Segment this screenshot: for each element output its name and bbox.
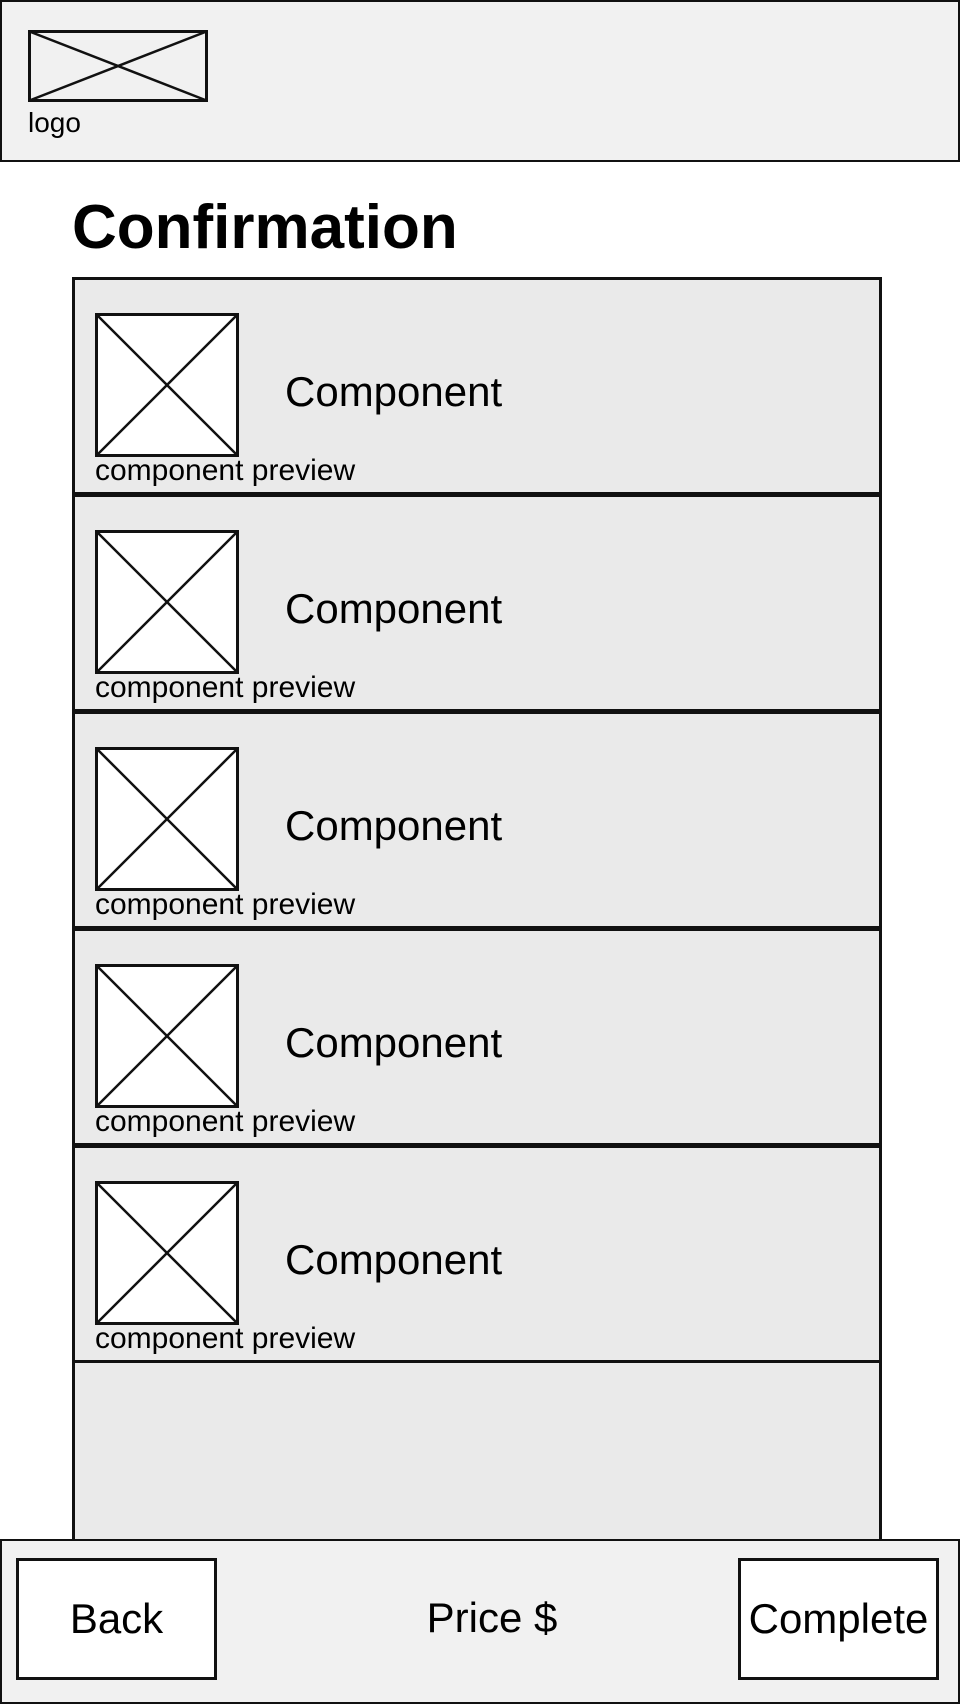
logo-label: logo: [28, 107, 81, 138]
component-title: Component: [285, 1019, 503, 1066]
complete-button[interactable]: Complete: [738, 1558, 939, 1680]
component-preview-caption: component preview: [95, 454, 356, 487]
bottom-action-bar: Back Price $ Complete: [0, 1539, 960, 1704]
component-preview-caption: component preview: [95, 888, 356, 921]
component-preview-caption: component preview: [95, 1105, 356, 1138]
component-preview-placeholder-icon: [95, 313, 239, 457]
component-preview-placeholder-icon: [95, 964, 239, 1108]
logo-image-placeholder-icon: [28, 30, 208, 102]
price-label: Price $: [426, 1594, 558, 1641]
component-preview-placeholder-icon: [95, 530, 239, 674]
list-item[interactable]: Component component preview: [75, 712, 879, 929]
app-header: logo: [0, 0, 960, 162]
component-list-panel[interactable]: Component component preview Component co…: [72, 277, 882, 1550]
component-preview-placeholder-icon: [95, 747, 239, 891]
component-title: Component: [285, 802, 503, 849]
component-preview-placeholder-icon: [95, 1181, 239, 1325]
component-preview-caption: component preview: [95, 671, 356, 704]
list-item[interactable]: Component component preview: [75, 929, 879, 1146]
list-item[interactable]: Component component preview: [75, 1146, 879, 1363]
back-button[interactable]: Back: [16, 1558, 217, 1680]
list-item[interactable]: Component component preview: [75, 495, 879, 712]
component-preview-caption: component preview: [95, 1322, 356, 1355]
component-title: Component: [285, 368, 503, 415]
page-title: Confirmation: [72, 193, 458, 262]
component-title: Component: [285, 585, 503, 632]
list-item[interactable]: Component component preview: [75, 280, 879, 495]
component-list: Component component preview Component co…: [75, 280, 879, 1363]
component-title: Component: [285, 1236, 503, 1283]
